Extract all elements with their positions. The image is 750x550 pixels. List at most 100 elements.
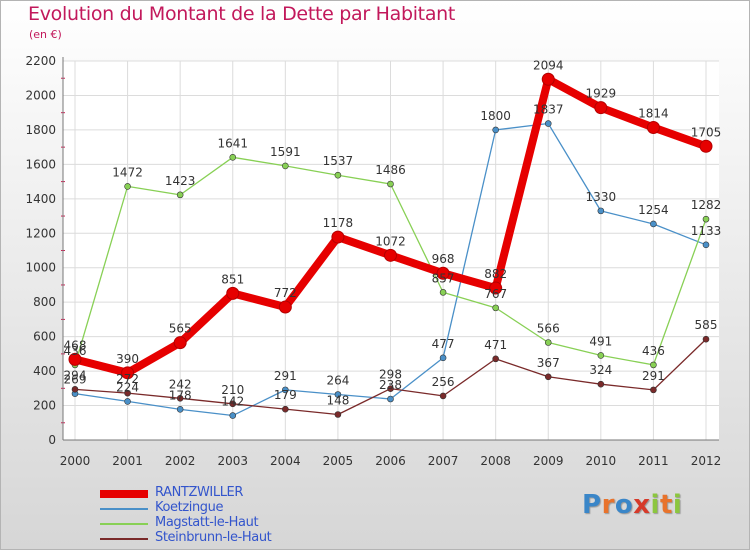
data-point <box>650 386 657 394</box>
data-label: 178 <box>169 388 192 402</box>
data-point <box>124 389 131 397</box>
data-point <box>597 352 605 359</box>
data-label: 2094 <box>533 58 564 72</box>
data-label: 1837 <box>533 103 564 117</box>
data-label: 256 <box>432 375 455 389</box>
data-point <box>121 366 135 380</box>
x-tick-label: 2001 <box>112 454 143 468</box>
series-rantzwiller <box>68 72 713 380</box>
y-tick-label: 1200 <box>25 226 56 240</box>
data-point <box>544 339 552 346</box>
data-point <box>124 398 131 405</box>
chart-title: Evolution du Montant de la Dette par Hab… <box>28 3 456 25</box>
data-point <box>597 380 605 388</box>
y-tick-label: 400 <box>33 364 56 378</box>
y-tick-label: 2000 <box>25 88 56 102</box>
data-label: 566 <box>537 321 560 335</box>
x-tick-label: 2011 <box>638 454 669 468</box>
data-label: 585 <box>695 318 718 332</box>
data-label: 210 <box>221 383 244 397</box>
data-label: 471 <box>484 338 507 352</box>
data-label: 1472 <box>112 165 143 179</box>
data-point <box>650 220 657 228</box>
data-label: 882 <box>484 267 507 281</box>
data-point <box>699 139 713 153</box>
logo-letter: x <box>633 490 651 520</box>
data-point <box>436 266 450 280</box>
data-point <box>71 386 79 393</box>
data-point <box>334 171 342 179</box>
y-tick-label: 800 <box>33 295 56 309</box>
data-point <box>594 101 608 115</box>
legend-label: Magstatt-le-Haut <box>155 515 259 530</box>
data-point <box>229 412 237 419</box>
y-tick-label: 1400 <box>25 192 56 206</box>
x-tick-label: 2002 <box>165 454 196 468</box>
y-tick-label: 600 <box>33 330 56 344</box>
logo-letter: r <box>601 490 615 520</box>
data-label: 1814 <box>638 106 669 120</box>
series-koetzingue <box>71 120 710 419</box>
data-label: 1330 <box>586 190 617 204</box>
x-tick-label: 2009 <box>533 454 564 468</box>
data-label: 238 <box>379 378 402 392</box>
y-tick-label: 0 <box>48 433 56 447</box>
data-point <box>387 395 394 403</box>
data-point <box>334 391 342 398</box>
data-label: 477 <box>432 337 455 351</box>
data-point <box>176 406 184 413</box>
data-point <box>176 395 184 402</box>
data-label: 291 <box>642 369 665 383</box>
data-label: 1254 <box>638 203 669 217</box>
legend-swatch <box>100 523 148 525</box>
legend-label: Koetzingue <box>155 500 224 515</box>
x-tick-label: 2005 <box>323 454 354 468</box>
x-tick-label: 2000 <box>60 454 91 468</box>
data-label: 179 <box>274 388 297 402</box>
data-label: 1537 <box>323 154 354 168</box>
data-label: 1705 <box>691 125 722 139</box>
data-point <box>334 411 342 418</box>
data-label: 767 <box>484 287 507 301</box>
y-tick-label: 2200 <box>25 54 56 68</box>
data-point <box>702 241 710 249</box>
data-label: 491 <box>589 334 612 348</box>
data-point <box>387 180 394 188</box>
data-point <box>331 230 345 244</box>
series-magstatt-le-haut <box>71 154 710 369</box>
data-point <box>541 72 555 86</box>
data-label: 772 <box>274 286 297 300</box>
data-point <box>489 281 503 295</box>
data-point <box>597 207 605 215</box>
data-label: 324 <box>589 363 612 377</box>
data-point <box>384 248 397 262</box>
data-point <box>439 392 447 400</box>
data-point <box>173 336 187 350</box>
data-label: 291 <box>274 369 297 383</box>
data-label: 436 <box>642 344 665 358</box>
data-label: 468 <box>64 338 87 352</box>
data-point <box>176 191 184 199</box>
data-label: 1591 <box>270 145 301 159</box>
data-point <box>439 289 447 296</box>
x-tick-label: 2010 <box>586 454 617 468</box>
logo-letter: o <box>614 490 634 520</box>
data-label: 390 <box>116 352 139 366</box>
data-point <box>229 400 237 408</box>
data-point <box>124 183 131 190</box>
x-tick-label: 2004 <box>270 454 301 468</box>
y-tick-label: 1800 <box>25 123 56 137</box>
data-point <box>229 154 237 161</box>
series-steinbrunn-le-haut <box>71 335 710 418</box>
data-point <box>702 215 710 223</box>
data-label: 264 <box>326 374 349 388</box>
data-point <box>68 352 82 366</box>
logo-letter: t <box>659 490 673 520</box>
data-label: 968 <box>432 252 455 266</box>
data-point <box>544 120 552 127</box>
data-point <box>650 361 657 369</box>
data-label: 148 <box>326 394 349 408</box>
data-point <box>282 405 289 413</box>
data-label: 272 <box>116 372 139 386</box>
